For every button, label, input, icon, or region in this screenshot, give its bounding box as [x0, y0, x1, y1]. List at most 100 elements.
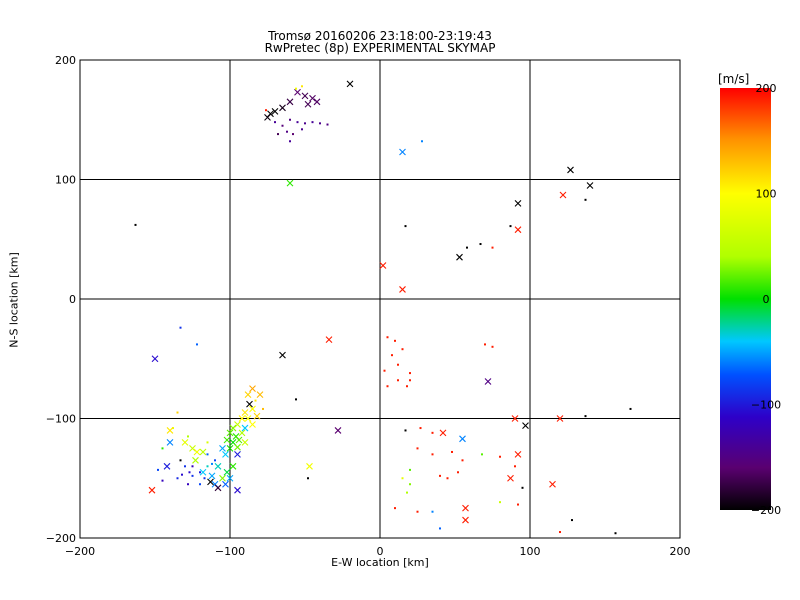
data-point-cross — [241, 424, 249, 432]
data-point-cross — [166, 439, 174, 446]
data-point-dot — [296, 121, 299, 124]
data-point-cross — [238, 429, 246, 437]
data-point-cross — [226, 444, 234, 452]
colorbar-units-label: [m/s] — [718, 72, 750, 86]
data-point-cross — [256, 391, 264, 398]
data-point-cross — [304, 100, 312, 108]
data-point-cross — [246, 400, 253, 408]
data-point-dot — [394, 339, 396, 342]
data-point-dot — [386, 385, 389, 388]
data-point-dot — [211, 462, 213, 465]
data-point-cross — [223, 468, 231, 476]
data-point-cross — [222, 450, 229, 458]
data-point-cross — [235, 436, 243, 444]
data-point-dot — [181, 473, 183, 476]
data-point-cross — [253, 412, 261, 420]
data-point-dot — [326, 123, 329, 126]
data-point-dot — [188, 471, 191, 474]
y-axis-label: N-S location [km] — [7, 252, 21, 348]
data-point-dot — [466, 246, 468, 249]
data-point-cross — [249, 421, 256, 428]
data-point-cross — [181, 439, 189, 446]
data-point-cross — [226, 429, 234, 437]
data-point-dot — [406, 491, 408, 494]
data-point-dot — [383, 369, 386, 372]
data-point-dot — [614, 532, 617, 535]
x-axis-label: E-W location [km] — [331, 556, 429, 569]
data-point-dot — [191, 474, 194, 477]
data-point-dot — [301, 128, 303, 131]
data-point-cross — [151, 355, 159, 363]
data-point-dot — [479, 243, 482, 246]
data-point-cross — [511, 415, 519, 422]
data-point-cross — [148, 486, 156, 494]
data-point-dot — [199, 471, 201, 474]
y-tick-label: −200 — [46, 532, 76, 545]
data-point-dot — [406, 385, 408, 388]
data-point-dot — [289, 118, 291, 121]
x-tick-label: 0 — [377, 545, 384, 558]
data-point-dot — [157, 468, 159, 471]
data-point-cross — [264, 113, 271, 121]
data-point-dot — [571, 519, 573, 522]
data-point-cross — [559, 191, 567, 199]
data-point-dot — [439, 527, 441, 530]
y-tick-label: −100 — [46, 413, 76, 426]
data-point-cross — [567, 166, 574, 174]
data-point-dot — [521, 486, 524, 489]
data-point-cross — [522, 422, 529, 430]
data-point-dot — [509, 225, 512, 228]
data-point-dot — [196, 343, 198, 346]
data-point-dot — [319, 122, 321, 125]
data-point-cross — [556, 415, 564, 422]
data-point-cross — [514, 450, 522, 458]
data-point-dot — [457, 471, 459, 474]
data-point-cross — [462, 516, 469, 524]
data-point-cross — [222, 480, 229, 488]
data-point-dot — [214, 459, 216, 462]
data-point-dot — [584, 198, 587, 201]
data-point-cross — [214, 484, 222, 492]
data-point-cross — [279, 104, 286, 112]
data-point-cross — [313, 98, 321, 106]
data-point-dot — [277, 133, 279, 136]
y-tick-label: 200 — [55, 54, 76, 67]
data-point-cross — [244, 391, 252, 398]
data-point-dot — [265, 109, 267, 112]
data-point-dot — [262, 407, 264, 410]
data-point-dot — [281, 124, 284, 127]
plot-frame — [79, 59, 681, 539]
y-tick-label: 100 — [55, 174, 76, 187]
grid-lines — [80, 60, 680, 538]
data-point-cross — [271, 107, 279, 115]
data-point-dot — [481, 453, 483, 456]
data-point-cross — [192, 456, 199, 464]
data-point-dot — [161, 479, 164, 482]
data-point-dot — [187, 435, 189, 438]
data-point-cross — [379, 262, 387, 269]
data-point-dot — [491, 345, 494, 348]
data-point-dot — [295, 87, 297, 90]
data-point-dot — [397, 379, 399, 382]
data-point-dot — [391, 354, 393, 357]
data-point-dot — [311, 121, 314, 124]
data-point-cross — [325, 336, 333, 344]
data-point-cross — [193, 448, 201, 456]
data-point-dot — [179, 326, 182, 329]
data-point-cross — [234, 443, 241, 451]
data-point-dot — [409, 483, 411, 486]
x-tick-label: −100 — [215, 545, 245, 558]
data-point-cross — [226, 474, 234, 482]
data-point-dot — [439, 474, 441, 477]
data-point-cross — [301, 92, 309, 100]
data-point-dot — [491, 246, 494, 249]
data-point-cross — [234, 450, 241, 458]
data-point-dot — [514, 465, 516, 468]
data-point-dot — [179, 459, 182, 462]
data-point-cross — [286, 98, 294, 106]
data-point-dot — [421, 140, 423, 143]
data-point-dot — [499, 455, 501, 458]
data-point-dot — [446, 477, 449, 480]
data-point-dot — [161, 447, 164, 450]
colorbar-tick-label: −100 — [751, 399, 781, 412]
